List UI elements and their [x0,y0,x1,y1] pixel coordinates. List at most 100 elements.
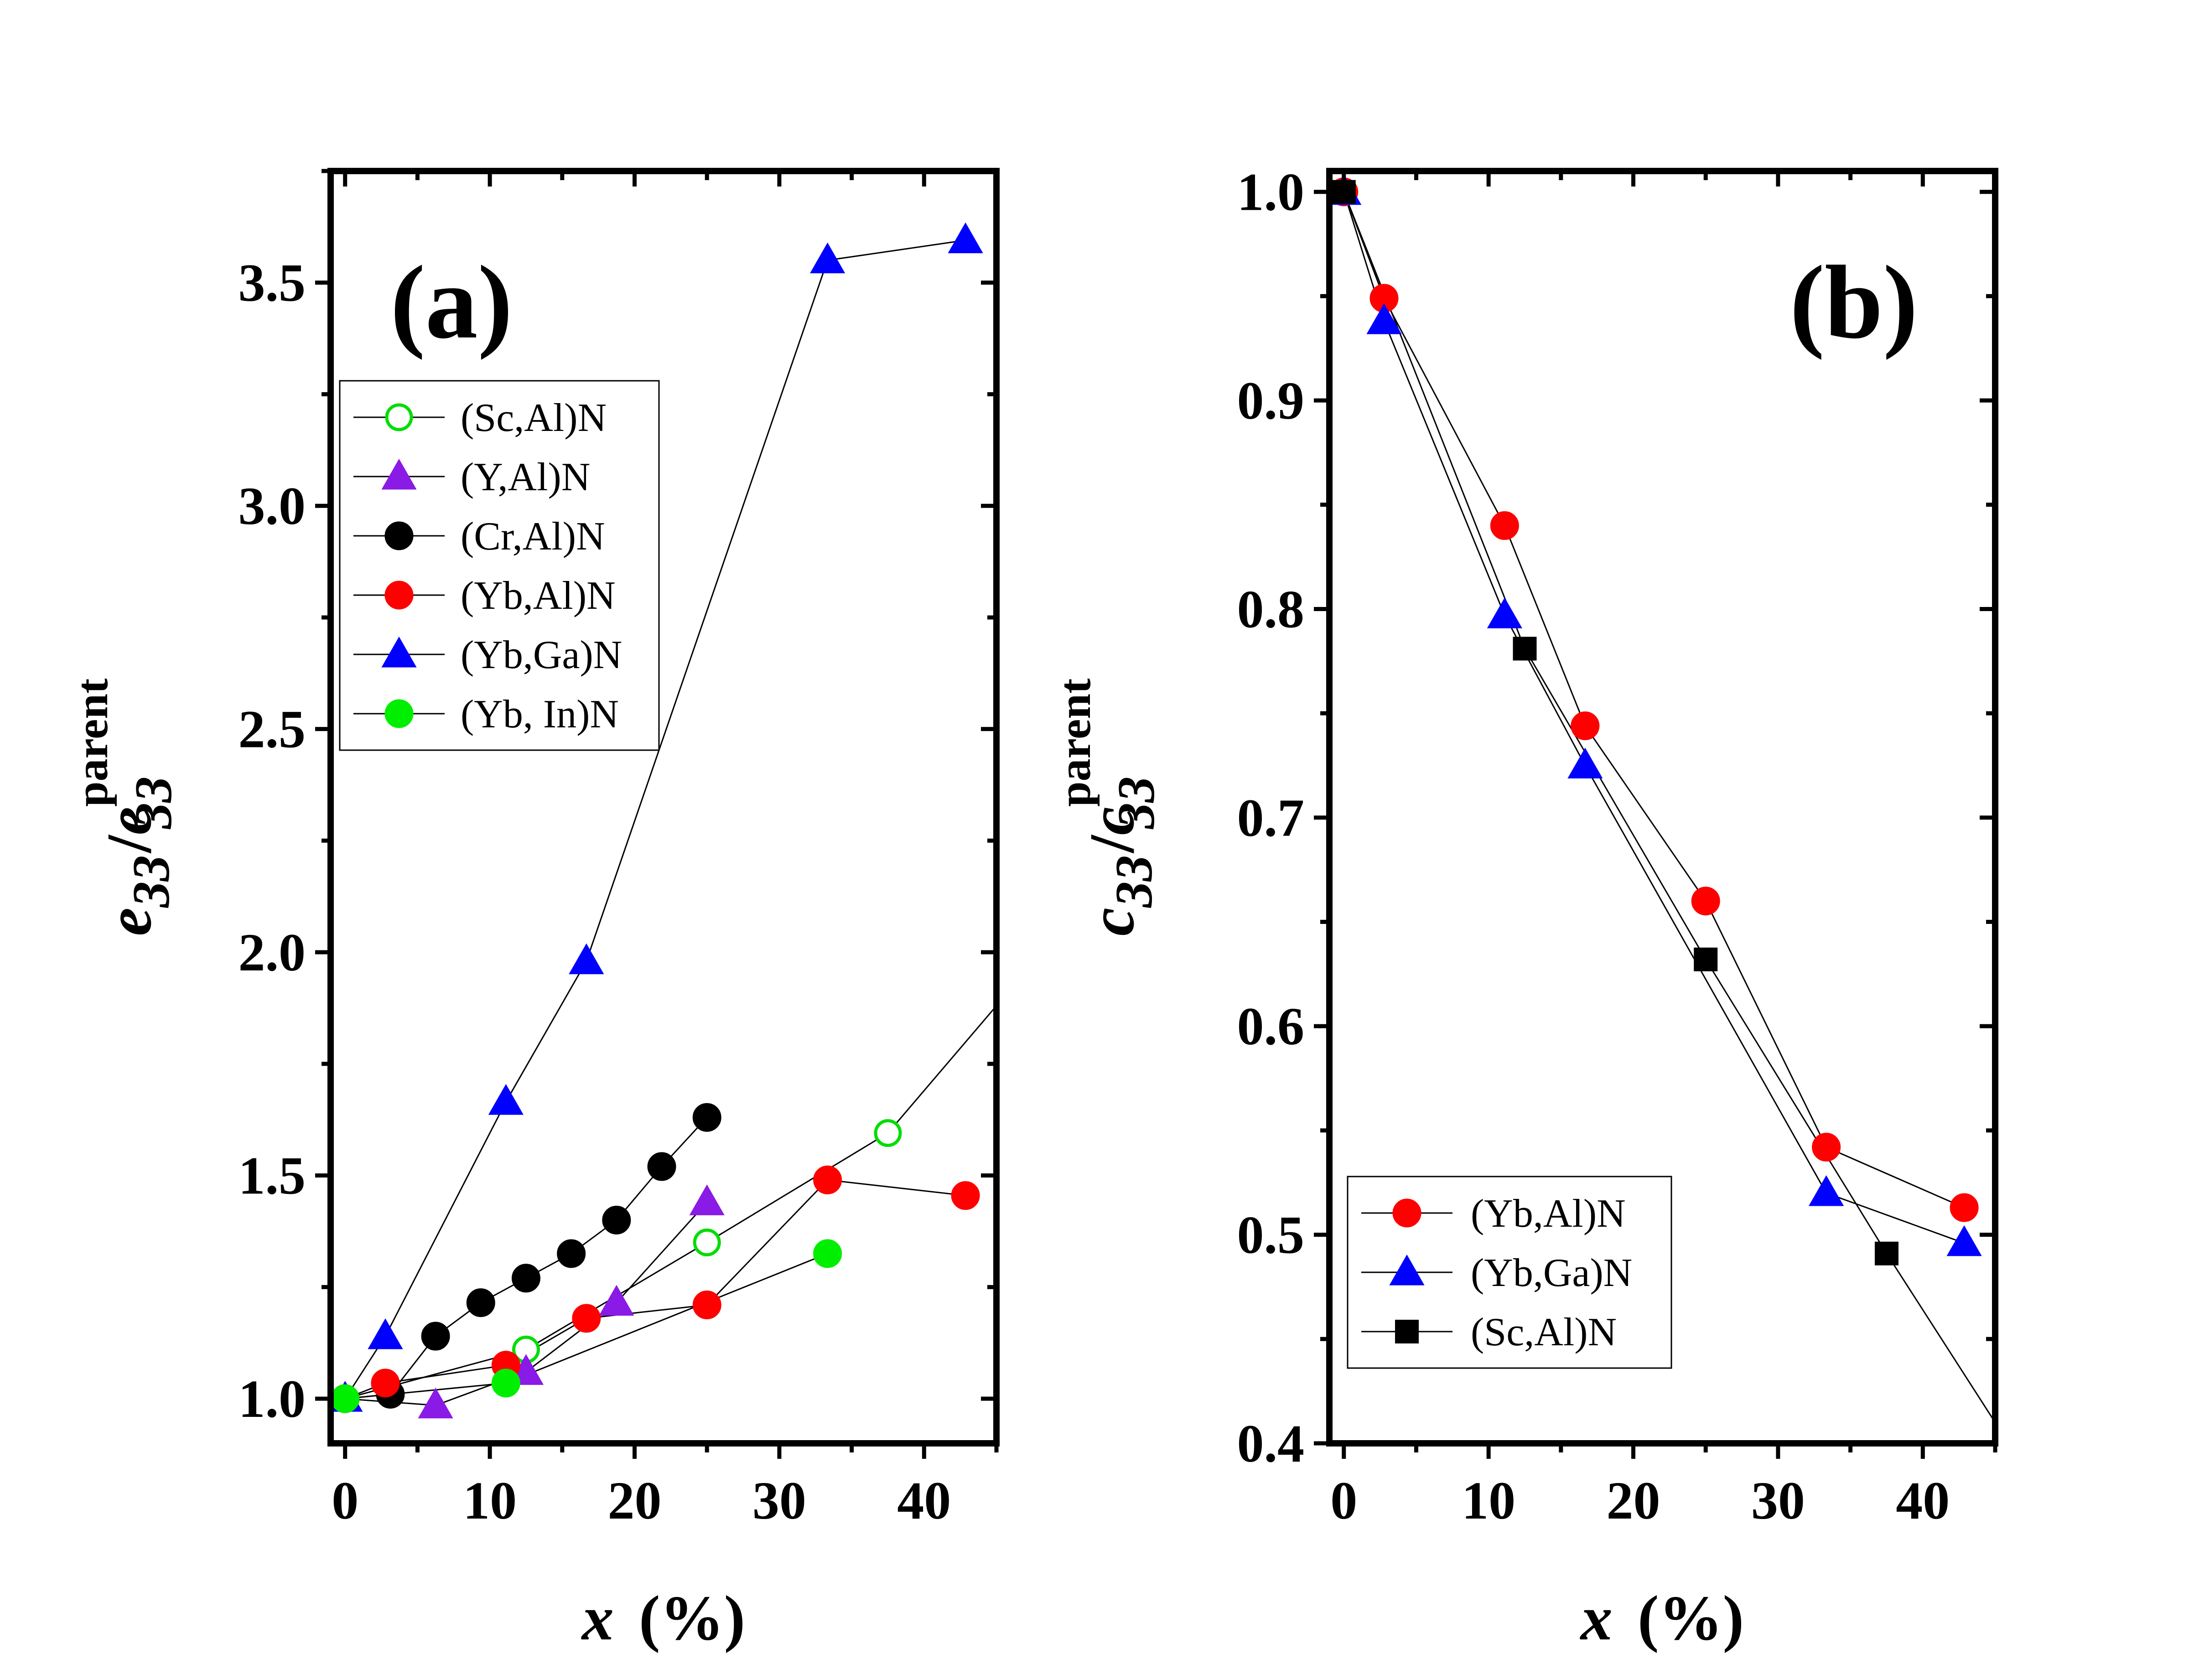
panel-b-point-sc-al-n-2 [1694,947,1718,971]
panel-a-point-yb-al-n-4 [692,1291,721,1320]
panel-b-legend-marker-sc-al-n [1395,1320,1419,1343]
panel-a-legend-marker-yb-al-n [384,581,414,610]
panel-a-ylabel: e33/eparent 33 [67,679,182,936]
panel-a-point-y-al-n-3 [599,1285,634,1316]
panel-a-ylabel-sup: parent [67,679,117,807]
panel-a-legend-label-yb-in-n: (Yb, In)N [461,692,619,736]
panel-b-legend-item-sc-al-n: (Sc,Al)N [1361,1310,1617,1354]
panel-b-xtick-label-10: 10 [1462,1471,1515,1530]
panel-b-point-yb-ga-n-5 [1946,1225,1982,1256]
panel-a-xtick-label-10: 10 [463,1471,517,1530]
panel-a-legend-label-yb-ga-n: (Yb,Ga)N [461,633,622,677]
panel-b-legend-label-yb-ga-n: (Yb,Ga)N [1471,1251,1632,1295]
panel-b-ytick-label-0.9: 0.9 [1237,371,1305,430]
panel-b-ylabel-slash: / [1077,834,1147,854]
panel-a-xtick-label-40: 40 [897,1471,951,1530]
panel-b-xtick-label-20: 20 [1607,1471,1660,1530]
panel-a-legend-label-cr-al-n: (Cr,Al)N [461,514,605,559]
panel-a-point-cr-al-n-8 [692,1103,721,1132]
panel-a-legend-label-yb-al-n: (Yb,Al)N [461,574,616,618]
panel-b-ylabel-sub-2: 33 [1107,777,1165,830]
panel-a-point-yb-al-n-3 [572,1304,601,1333]
panel-a-point-yb-ga-n-4 [810,242,846,274]
panel-b-xtick-label-30: 30 [1751,1471,1805,1530]
panel-a-point-cr-al-n-2 [421,1322,450,1351]
panel-b-ylabel-sub: 33 [1105,855,1163,908]
panel-a-legend-label-sc-al-n: (Sc,Al)N [461,396,607,440]
panel-b-data [1329,174,1995,1423]
panel-b-ylabel-base-2: c [1077,807,1147,835]
panel-b-legend-item-yb-ga-n: (Yb,Ga)N [1361,1251,1632,1295]
panel-a-ytick-label-1.5: 1.5 [239,1146,306,1206]
panel-b: 0 10 20 30 400.40.50.60.70.80.91.0(b)x (%)c33… [1049,162,1998,1654]
panel-a-point-cr-al-n-6 [602,1206,631,1235]
panel-a-point-cr-al-n-3 [466,1288,495,1317]
panel-b-xlabel-unit: (%) [1638,1583,1744,1654]
panel-a-legend-label-y-al-n: (Y,Al)N [461,455,590,499]
panel-a-point-yb-in-n-2 [813,1239,842,1268]
panel-a-ytick-label-2: 2.0 [239,923,306,982]
panel-a-point-sc-al-n-2 [693,1228,721,1256]
panel-a-ytick-label-3.5: 3.5 [239,253,306,313]
panel-a-legend-item-yb-al-n: (Yb,Al)N [353,574,616,618]
panel-a-ytick-label-3: 3.0 [239,476,306,536]
panel-a-point-yb-al-n-5 [813,1165,842,1194]
panel-a-ylabel-slash: / [94,834,165,854]
panel-a-point-yb-ga-n-3 [569,943,604,975]
panel-a-data [331,222,996,1419]
panel-b-xtick-label-40: 40 [1896,1471,1950,1530]
panel-a-xtick-label-30: 30 [752,1471,806,1530]
panel-a-ylabel-base: e [94,907,165,936]
panel-b-label: (b) [1790,244,1918,360]
panel-b-point-yb-al-n-6 [1950,1193,1979,1222]
panel-b-point-yb-al-n-3 [1571,711,1600,741]
panel-a-xtick-label-0: 0 [332,1471,358,1530]
panel-a-frame [327,168,1000,1447]
panel-b-ylabel: c33/cparent 33 [1049,679,1165,936]
panel-a-point-yb-ga-n-2 [488,1084,524,1115]
panel-a-point-cr-al-n-7 [647,1152,676,1181]
panel-a-point-yb-al-n-6 [951,1181,980,1210]
panel-a-line-yb-al-n [345,1179,966,1400]
panel-b-point-yb-ga-n-4 [1809,1175,1844,1206]
panel-b-point-yb-ga-n-3 [1567,747,1603,779]
panel-b-frame [1326,168,1998,1447]
panel-a-ytick-label-2.5: 2.5 [239,700,306,759]
panel-a-legend-item-sc-al-n: (Sc,Al)N [353,396,607,440]
panel-a-legend-box [339,380,660,751]
panel-a-ylabel-sub-2: 33 [124,777,182,830]
panel-b-ylabel-sup: parent [1049,679,1100,807]
panel-b-point-yb-al-n-5 [1812,1133,1841,1162]
panel-a-legend-marker-cr-al-n [384,521,414,550]
panel-a-legend-marker-yb-ga-n [381,636,417,668]
panel-a-point-y-al-n-1 [418,1387,453,1419]
panel-b-legend-item-yb-al-n: (Yb,Al)N [1361,1192,1626,1236]
panel-a-point-yb-ga-n-5 [948,222,983,254]
panel-a-legend-item-yb-in-n: (Yb, In)N [353,692,619,736]
panel-b-ytick-label-0.7: 0.7 [1237,788,1305,848]
panel-b-legend-marker-yb-ga-n [1389,1254,1425,1286]
panel-a-point-cr-al-n-5 [557,1239,586,1268]
panel-b-point-sc-al-n-3 [1874,1241,1899,1265]
panel-b-ylabel-base: c [1077,907,1147,936]
panel-b-point-yb-ga-n-2 [1487,597,1522,628]
panel-a-point-sc-al-n-3 [874,1119,902,1147]
panel-a-legend-marker-y-al-n [381,458,417,490]
panel-b-point-yb-al-n-2 [1490,511,1519,540]
panel-a-point-yb-in-n-0 [331,1384,360,1413]
panel-b-point-sc-al-n-1 [1513,637,1537,661]
panel-a-legend-item-y-al-n: (Y,Al)N [353,455,590,499]
panel-a-legend: (Sc,Al)N (Y,Al)N (Cr,Al)N (Yb,Al)N (Yb,Ga)N (… [339,380,660,751]
panel-b-legend: (Yb,Al)N (Yb,Ga)N (Sc,Al)N [1347,1176,1672,1369]
panel-b-xlabel: x (%) [1580,1583,1744,1654]
panel-b-legend-label-sc-al-n: (Sc,Al)N [1471,1310,1617,1354]
panel-a-legend-item-yb-ga-n: (Yb,Ga)N [353,633,622,677]
panel-b-xlabel-var: x [1580,1583,1613,1654]
panel-a-legend-marker-yb-in-n [384,699,414,728]
panel-a-xlabel-unit: (%) [639,1583,745,1654]
panel-a-xlabel-var: x [581,1583,614,1654]
panel-b-ytick-label-0.8: 0.8 [1237,579,1305,639]
panel-a-ylabel-sub: 33 [122,855,180,908]
panel-a-xlabel: x (%) [581,1583,745,1654]
